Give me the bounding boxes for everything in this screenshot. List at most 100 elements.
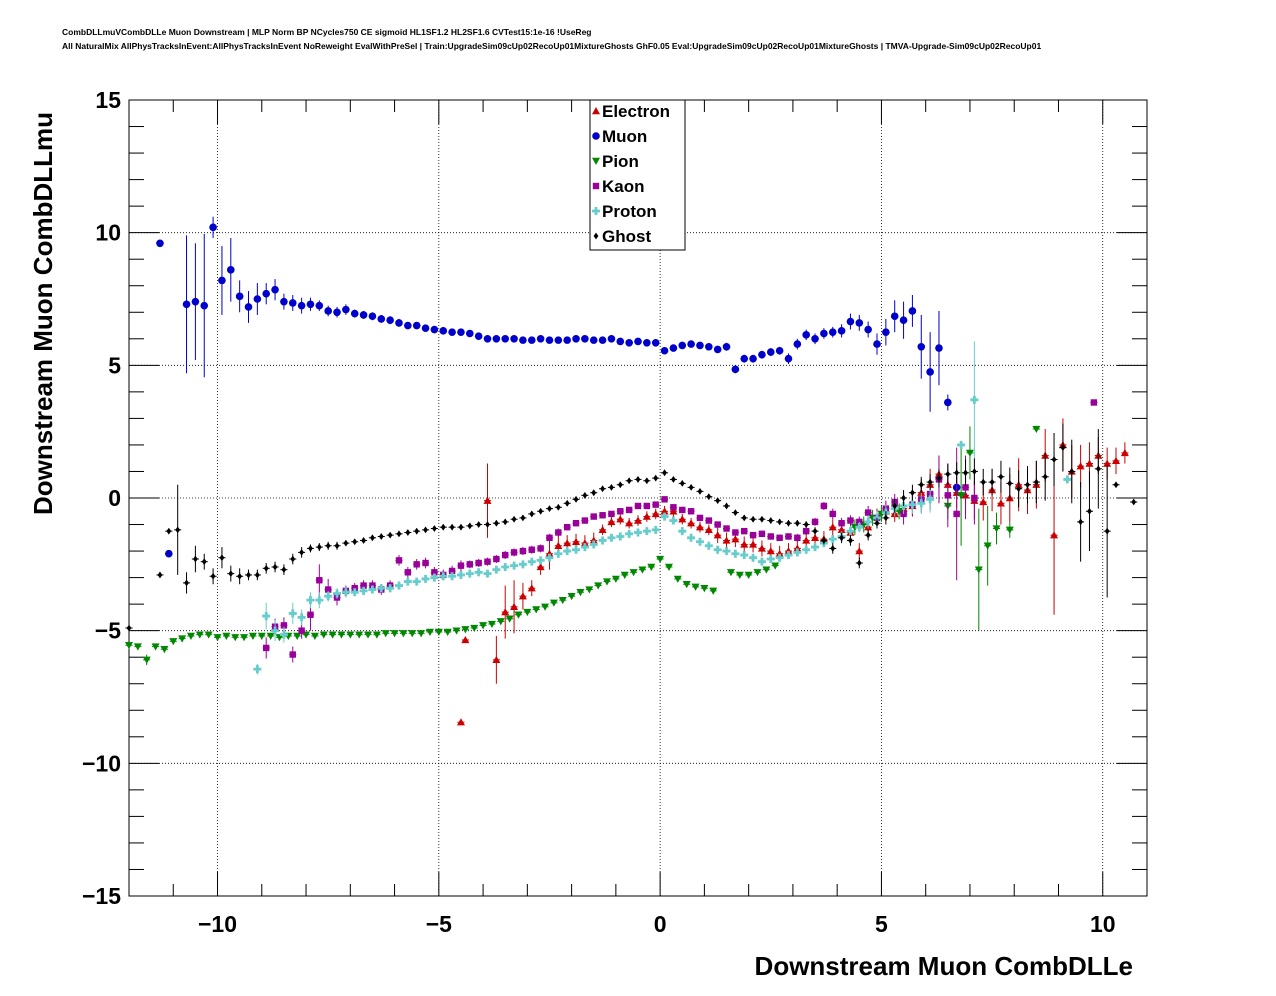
pion-point [638, 566, 647, 574]
muon-point [315, 301, 324, 310]
legend-item-pion: Pion [592, 152, 639, 171]
ghost-point [936, 474, 942, 482]
ghost-point [617, 481, 623, 489]
proton-point [731, 549, 740, 558]
kaon-point [749, 531, 757, 539]
kaon-point [581, 517, 589, 524]
kaon-point [953, 510, 960, 518]
ghost-point [777, 518, 783, 526]
ghost-point [1069, 468, 1075, 475]
kaon-point [510, 549, 518, 556]
electron-point [749, 540, 758, 548]
ghost-point [635, 476, 641, 483]
electron-point [1103, 459, 1112, 467]
proton-point [616, 532, 625, 541]
ghost-point [848, 537, 853, 544]
electron-point [518, 592, 527, 600]
ghost-point [1131, 498, 1137, 506]
muon-point [280, 297, 288, 306]
pion-point [523, 608, 532, 617]
electron-point [492, 655, 501, 664]
proton-point [713, 545, 722, 554]
ghost-point [378, 533, 384, 540]
muon-point [811, 335, 819, 343]
kaon-point [829, 510, 836, 518]
muon-point [218, 276, 226, 285]
ghost-point [1087, 507, 1092, 515]
proton-point [350, 588, 359, 597]
electron-point [811, 533, 820, 541]
pion-point [195, 631, 204, 639]
ghost-point [290, 555, 296, 563]
muon-point [944, 398, 952, 407]
proton-point [580, 543, 589, 552]
ghost-point [715, 497, 721, 505]
ghost-point [166, 527, 172, 535]
muon-point [457, 328, 465, 336]
pion-point [257, 632, 266, 640]
kaon-point [625, 506, 633, 514]
electron-point [634, 516, 642, 524]
pion-point [381, 630, 390, 638]
ghost-point [945, 470, 951, 478]
muon-point [660, 346, 669, 355]
muon-point [607, 335, 616, 343]
electron-point [855, 547, 864, 555]
ghost-point [892, 502, 898, 510]
muon-point [696, 341, 704, 350]
ghost-point [352, 538, 358, 546]
muon-point [855, 319, 864, 327]
ghost-point [467, 522, 473, 530]
muon-point [554, 336, 563, 344]
muon-point [775, 346, 784, 355]
legend-item-ghost: Ghost [593, 227, 651, 246]
electron-point [793, 544, 802, 552]
pion-point [390, 630, 399, 638]
ghost-point [626, 477, 632, 485]
ghost-point [405, 529, 411, 536]
ghost-point [237, 572, 243, 580]
pion-point [372, 631, 381, 639]
proton-point [377, 584, 386, 593]
y-tick-label: 0 [108, 485, 121, 511]
pion-point [603, 578, 612, 586]
muon-point [908, 307, 917, 315]
ghost-point [830, 545, 836, 552]
muon-point [412, 321, 421, 330]
series-proton [253, 341, 1072, 675]
ghost-point [1025, 481, 1030, 489]
proton-point [341, 588, 350, 597]
kaon-point [767, 533, 774, 540]
muon-point [244, 303, 253, 311]
legend-label-muon: Muon [602, 127, 647, 146]
pion-point [664, 563, 673, 571]
electron-point [757, 544, 766, 552]
ghost-point [126, 624, 132, 632]
pion-point [620, 571, 629, 579]
legend-marker-ghost [593, 232, 599, 240]
muon-point [643, 338, 651, 347]
muon-point [784, 354, 793, 363]
electron-point [687, 519, 696, 527]
muon-point [572, 335, 580, 343]
proton-point [793, 548, 802, 557]
legend-item-muon: Muon [592, 127, 647, 146]
ghost-point [387, 531, 393, 539]
ghost-point [370, 534, 375, 542]
kaon-point [280, 622, 288, 629]
ghost-point [688, 483, 694, 491]
ghost-point [874, 519, 880, 527]
ghost-point [839, 534, 844, 542]
ghost-point [547, 505, 552, 513]
electron-point [775, 549, 784, 557]
ghost-point [901, 494, 906, 502]
kaon-point [696, 514, 704, 522]
muon-point [209, 223, 217, 232]
muon-point [253, 295, 262, 303]
kaon-point [758, 530, 766, 538]
pion-point [965, 449, 974, 457]
x-tick-label: 0 [654, 911, 667, 937]
electron-point [837, 525, 846, 534]
pion-point [682, 581, 691, 589]
muon-point [687, 340, 695, 348]
